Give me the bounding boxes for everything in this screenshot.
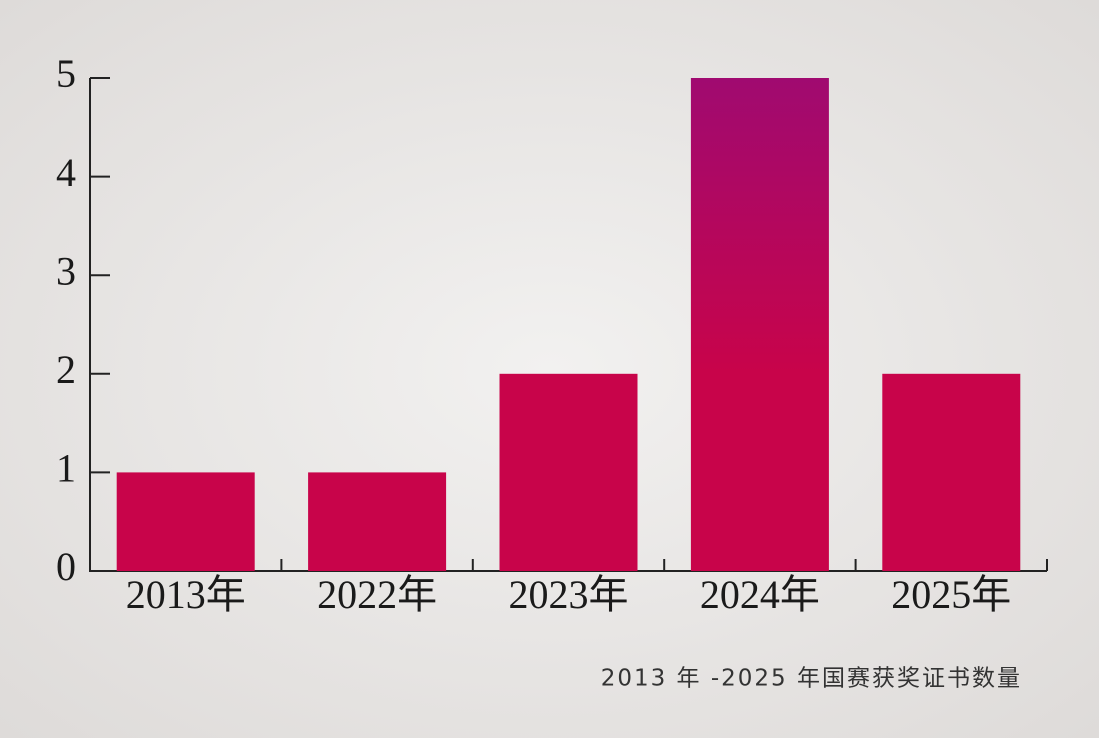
x-tick-label: 2023年 — [509, 572, 629, 617]
y-tick-label: 0 — [56, 544, 76, 589]
x-tick-label: 2022年 — [317, 572, 437, 617]
y-tick-label: 1 — [56, 446, 76, 491]
bar — [116, 472, 255, 571]
bar — [308, 472, 447, 571]
bar — [690, 78, 829, 571]
y-tick-label: 2 — [56, 347, 76, 392]
y-tick-label: 4 — [56, 150, 76, 195]
x-tick-label: 2013年 — [126, 572, 246, 617]
caption: 2013 年 -2025 年国赛获奖证书数量 — [601, 666, 1022, 692]
bar — [499, 373, 638, 571]
y-tick-label: 3 — [56, 248, 76, 293]
y-tick-label: 5 — [56, 51, 76, 96]
x-tick-label: 2024年 — [700, 572, 820, 617]
bar — [882, 373, 1021, 571]
x-tick-label: 2025年 — [891, 572, 1011, 617]
